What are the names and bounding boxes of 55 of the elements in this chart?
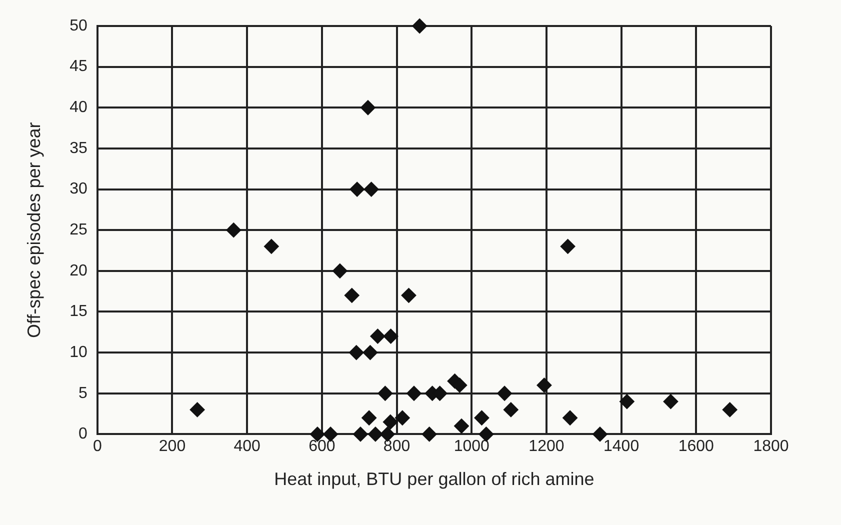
y-tick-label: 20 [70, 262, 88, 280]
point [619, 394, 634, 410]
point [412, 18, 428, 34]
x-tick-label: 1000 [454, 438, 490, 456]
y-tick-label: 5 [78, 384, 88, 402]
point [454, 418, 470, 434]
point [497, 386, 512, 401]
point [362, 410, 377, 426]
y-tick-label: 30 [70, 180, 88, 198]
y-tick-label: 0 [78, 426, 88, 443]
y-tick-label: 45 [70, 58, 88, 76]
y-axis-title: Off-spec episodes per year [24, 122, 44, 338]
point [364, 182, 379, 197]
point [378, 386, 393, 401]
point [722, 402, 738, 418]
y-tick-label: 35 [70, 140, 88, 157]
point [383, 328, 398, 344]
x-tick-label: 1800 [753, 438, 789, 456]
point [406, 386, 422, 401]
x-tick-label: 1200 [528, 438, 564, 456]
point [663, 394, 678, 410]
x-tick-label: 600 [308, 438, 336, 456]
y-tick-label: 40 [70, 99, 88, 116]
point [344, 288, 360, 303]
y-tick-label: 25 [70, 222, 88, 239]
point [226, 222, 242, 238]
y-tick-label: 15 [70, 303, 88, 320]
point [382, 414, 398, 430]
point [536, 378, 552, 393]
point [360, 100, 376, 116]
point [190, 402, 205, 418]
x-axis-title: Heat input, BTU per gallon of rich amine [274, 469, 594, 490]
point [352, 426, 368, 442]
x-tick-label: 1400 [604, 438, 640, 456]
point [503, 402, 518, 418]
point [560, 238, 576, 254]
x-tick-label: 0 [92, 438, 102, 456]
y-tick-label: 50 [70, 17, 88, 34]
point [264, 238, 279, 254]
x-tick-label: 800 [383, 438, 410, 456]
point [362, 345, 378, 360]
y-tick-label: 10 [70, 344, 88, 361]
point [474, 410, 490, 426]
x-tick-label: 1600 [678, 438, 714, 456]
x-tick-label: 400 [234, 438, 261, 456]
point [368, 426, 383, 442]
point [348, 345, 364, 360]
point [370, 328, 386, 344]
point [332, 263, 348, 278]
point [394, 410, 410, 426]
point [350, 182, 365, 197]
x-tick-label: 200 [158, 438, 186, 456]
point [562, 410, 578, 426]
point [422, 426, 437, 442]
point [401, 288, 416, 303]
